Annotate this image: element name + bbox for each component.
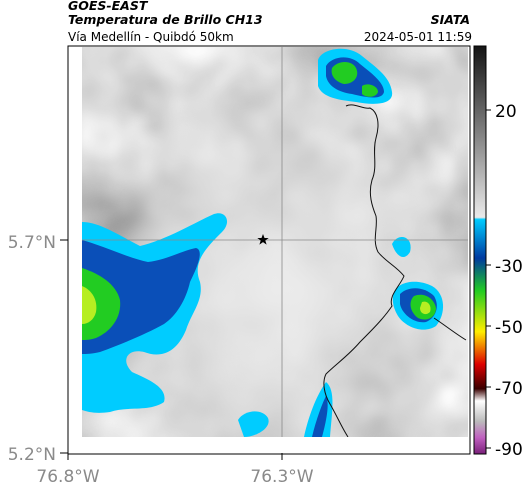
timestamp-label: 2024-05-01 11:59 [363, 30, 472, 44]
org-label: SIATA [430, 12, 470, 27]
star-icon [257, 234, 269, 245]
colorbar: 20 -30 -50 -70 -90 [473, 45, 523, 460]
colorbar-label: -70 [495, 379, 523, 399]
colorbar-label: -30 [495, 257, 523, 277]
map-bottom-strip [82, 437, 468, 453]
colorbar-scale [473, 45, 487, 455]
lat-tick-label: 5.7°N [8, 233, 56, 253]
cold-cloud-west [82, 213, 228, 413]
lon-tick-label: 76.8°W [36, 467, 99, 487]
route-subtitle: Vía Medellín - Quibdó 50km [68, 30, 234, 44]
satellite-title: GOES-EAST [68, 0, 148, 13]
lon-tick-label: 76.3°W [250, 467, 313, 487]
colorbar-label: 20 [495, 102, 517, 122]
colorbar-label: -50 [495, 318, 523, 338]
cold-cloud-north [318, 48, 393, 104]
lat-tick-label: 5.2°N [8, 445, 56, 465]
boundary-line-east [433, 317, 467, 341]
product-title: Temperatura de Brillo CH13 [68, 12, 263, 27]
cold-cloud-south [238, 382, 333, 437]
cold-cloud-east [392, 237, 444, 330]
colorbar-label: -90 [495, 440, 523, 460]
boundary-line [323, 104, 405, 437]
